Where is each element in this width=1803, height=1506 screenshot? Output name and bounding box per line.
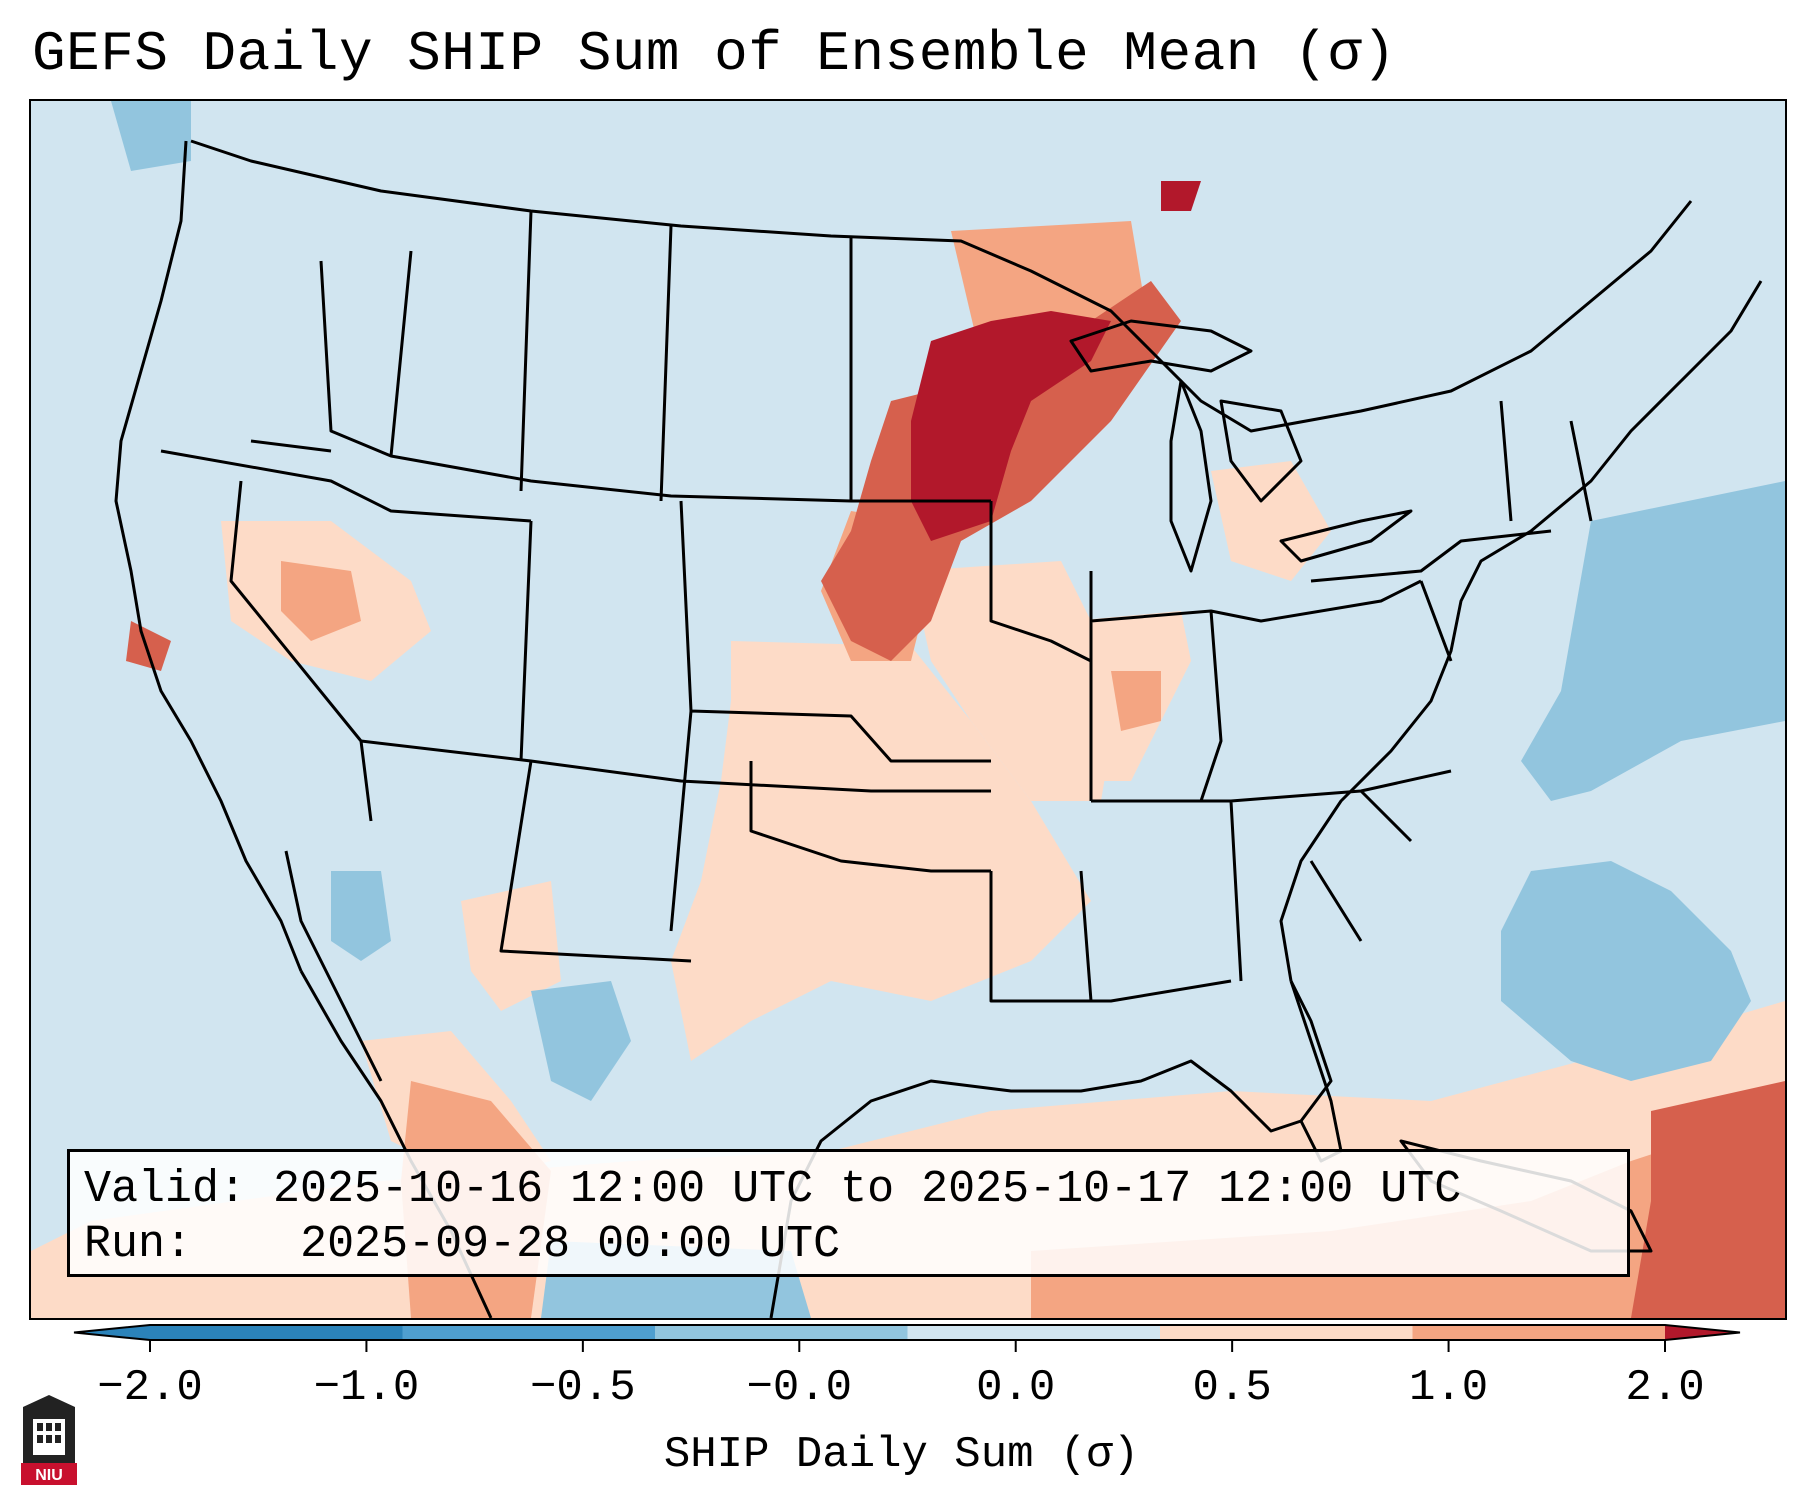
map-panel xyxy=(29,99,1787,1320)
anomaly-medium-positive xyxy=(1111,671,1161,731)
niu-logo: NIU xyxy=(21,1395,77,1485)
colorbar-label: SHIP Daily Sum (σ) xyxy=(663,1430,1140,1480)
valid-run-info-box: Valid: 2025-10-16 12:00 UTC to 2025-10-1… xyxy=(67,1149,1630,1277)
anomaly-extreme-positive xyxy=(911,311,1111,541)
map-canvas xyxy=(31,101,1785,1318)
anomaly-extreme-positive xyxy=(1161,181,1201,211)
colorbar-ticks xyxy=(149,1340,1666,1352)
anomaly-light-positive xyxy=(461,881,561,1011)
anomaly-light-positive xyxy=(671,641,1091,1061)
valid-label: Valid: xyxy=(84,1164,247,1215)
colorbar-tick-label: 1.0 xyxy=(1408,1363,1489,1413)
colorbar-segment xyxy=(1412,1325,1666,1340)
anomaly-strong-positive xyxy=(1631,1081,1785,1318)
colorbar-outline xyxy=(73,1324,1741,1341)
anomaly-light-positive xyxy=(1211,461,1331,581)
colorbar-tick-label: 0.5 xyxy=(1192,1363,1272,1413)
anomaly-negative xyxy=(111,101,191,171)
colorbar-segment xyxy=(150,1325,403,1340)
colorbar-tick-label: 2.0 xyxy=(1625,1363,1705,1413)
colorbar-tick-label: −0.0 xyxy=(746,1363,853,1413)
lake-erie xyxy=(1279,509,1413,563)
colorbar-segment xyxy=(655,1325,908,1340)
colorbar-tick-label: −1.0 xyxy=(313,1363,420,1413)
colorbar-tick-label: 0.0 xyxy=(976,1363,1056,1413)
anomaly-negative xyxy=(1501,861,1751,1081)
baja-peninsula xyxy=(284,850,383,1082)
lake-michigan xyxy=(1169,379,1213,573)
east-coastline xyxy=(1279,280,1763,982)
anomaly-medium-positive xyxy=(281,561,361,641)
colorbar-segment xyxy=(907,1325,1161,1340)
canada-border xyxy=(190,139,1693,433)
gulf-coastline xyxy=(769,980,1333,1318)
lake-huron xyxy=(1219,399,1303,503)
colorbar-tick-label: −0.5 xyxy=(530,1363,636,1413)
state-lines xyxy=(160,210,1593,1003)
colorbar-segments xyxy=(74,1325,1740,1340)
valid-value: 2025-10-16 12:00 UTC to 2025-10-17 12:00… xyxy=(273,1164,1462,1215)
run-label: Run: xyxy=(84,1219,193,1270)
anomaly-negative xyxy=(331,871,391,961)
chart-title: GEFS Daily SHIP Sum of Ensemble Mean (σ) xyxy=(32,22,1397,86)
logo-text: NIU xyxy=(35,1467,63,1484)
anomaly-light-positive xyxy=(911,561,1111,801)
anomaly-field xyxy=(31,101,1785,1318)
anomaly-negative xyxy=(531,981,631,1101)
lake-superior xyxy=(1069,319,1253,373)
colorbar-tick-label: −2.0 xyxy=(97,1363,203,1413)
anomaly-strong-positive xyxy=(126,621,171,671)
west-coastline xyxy=(114,140,303,972)
colorbar-extend-max xyxy=(1665,1325,1740,1340)
colorbar-segment xyxy=(1160,1325,1413,1340)
run-value: 2025-09-28 00:00 UTC xyxy=(300,1219,841,1270)
anomaly-negative xyxy=(1521,481,1785,801)
colorbar-extend-min xyxy=(74,1325,150,1340)
colorbar-segment xyxy=(402,1325,656,1340)
